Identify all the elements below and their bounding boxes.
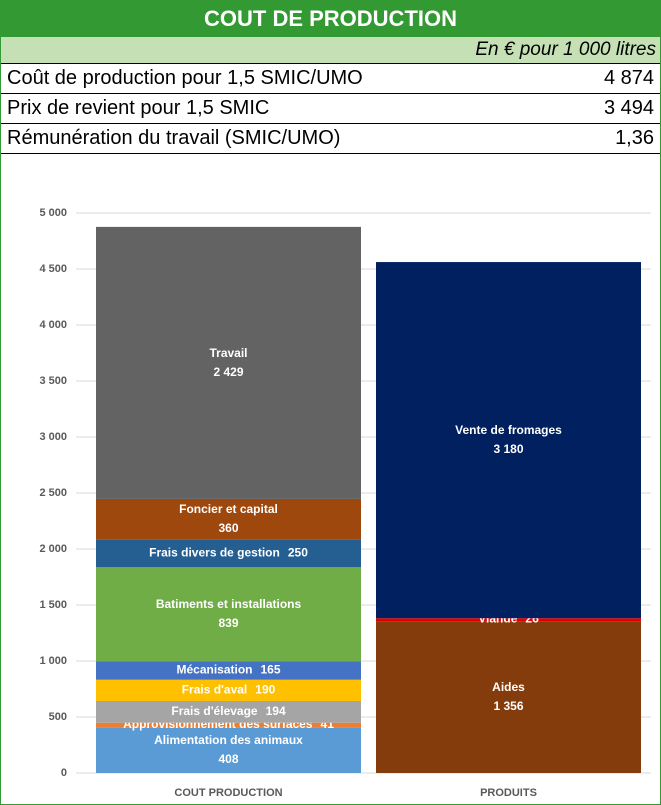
segment-value: 1 356: [493, 699, 523, 713]
segment-label: Travail 2 429: [209, 346, 247, 379]
row-label: Rémunération du travail (SMIC/UMO): [7, 127, 341, 149]
y-tick-label: 3 500: [39, 375, 67, 387]
segment-name: Frais d'aval: [182, 683, 248, 697]
segment-name: Frais divers de gestion: [149, 545, 280, 559]
table: Coût de production pour 1,5 SMIC/UMO 4 87…: [1, 63, 660, 154]
segment-label: Vente de fromages 3 180: [455, 423, 562, 456]
segment-name: Foncier et capital: [179, 502, 278, 516]
y-tick-label: 1 000: [39, 655, 67, 667]
segment-name: Alimentation des animaux: [154, 733, 303, 747]
segment-label: Mécanisation 165: [176, 663, 280, 677]
segment-label: Foncier et capital 360: [179, 502, 278, 535]
segment-label: Aides 1 356: [492, 680, 525, 713]
segment-label: Frais divers de gestion 250: [149, 545, 308, 559]
subtitle: En € pour 1 000 litres: [1, 37, 660, 63]
segment-value: 2 429: [213, 365, 243, 379]
y-tick-label: 3 000: [39, 431, 67, 443]
segment-name: Vente de fromages: [455, 423, 562, 437]
bar-segment: [96, 567, 361, 662]
segment-label: Frais d'élevage 194: [171, 704, 286, 718]
bar-segment: [96, 679, 361, 701]
segment-name: Batiments et installations: [156, 597, 302, 611]
bar-segment: [96, 498, 361, 540]
bar-segment: [96, 722, 361, 728]
y-tick-label: 5 000: [39, 207, 67, 219]
bar-segment: [96, 661, 361, 680]
table-row: Rémunération du travail (SMIC/UMO) 1,36: [1, 124, 660, 154]
y-tick-label: 4 000: [39, 319, 67, 331]
row-label: Coût de production pour 1,5 SMIC/UMO: [7, 67, 363, 89]
y-tick-label: 1 500: [39, 599, 67, 611]
chart: 0 500 1 000 1 500 2 000 2 500 3 000 3 500 4 000 4…: [39, 207, 651, 799]
segment-value: 194: [266, 704, 286, 718]
segment-value: 165: [261, 663, 281, 677]
segment-value: 360: [218, 521, 238, 535]
segment-value: 408: [218, 752, 238, 766]
x-tick-label: COUT PRODUCTION: [174, 787, 282, 799]
segment-name: Aides: [492, 680, 525, 694]
segment-value: 250: [288, 545, 308, 559]
row-label: Prix de revient pour 1,5 SMIC: [7, 97, 270, 119]
y-tick-label: 2 000: [39, 543, 67, 555]
bar-segment: [376, 262, 641, 619]
row-value: 1,36: [615, 127, 654, 149]
bar-segment: [96, 727, 361, 773]
row-value: 4 874: [603, 67, 654, 89]
segment-name: Mécanisation: [176, 663, 252, 677]
bar-segment: [96, 539, 361, 568]
bar-segment: [376, 621, 641, 773]
table-row: Coût de production pour 1,5 SMIC/UMO 4 87…: [1, 63, 660, 94]
segment-name: Frais d'élevage: [171, 704, 258, 718]
y-tick-label: 4 500: [39, 263, 67, 275]
row-value: 3 494: [603, 97, 654, 119]
y-tick-label: 500: [49, 711, 67, 723]
table-row: Prix de revient pour 1,5 SMIC 3 494: [1, 94, 660, 124]
x-tick-label: PRODUITS: [480, 787, 537, 799]
bar-segment: [96, 700, 361, 723]
y-tick-label: 0: [61, 767, 67, 779]
segment-label: Frais d'aval 190: [182, 683, 276, 697]
y-tick-label: 2 500: [39, 487, 67, 499]
segment-label: Alimentation des animaux 408: [154, 733, 303, 766]
bar-segment: [96, 226, 361, 499]
segment-label: Batiments et installations 839: [156, 597, 302, 630]
segment-value: 839: [218, 616, 238, 630]
bar-segment: [376, 618, 641, 622]
segment-name: Travail: [209, 346, 247, 360]
segment-value: 190: [255, 683, 275, 697]
title: COUT DE PRODUCTION: [1, 1, 660, 37]
segment-value: 3 180: [493, 442, 523, 456]
